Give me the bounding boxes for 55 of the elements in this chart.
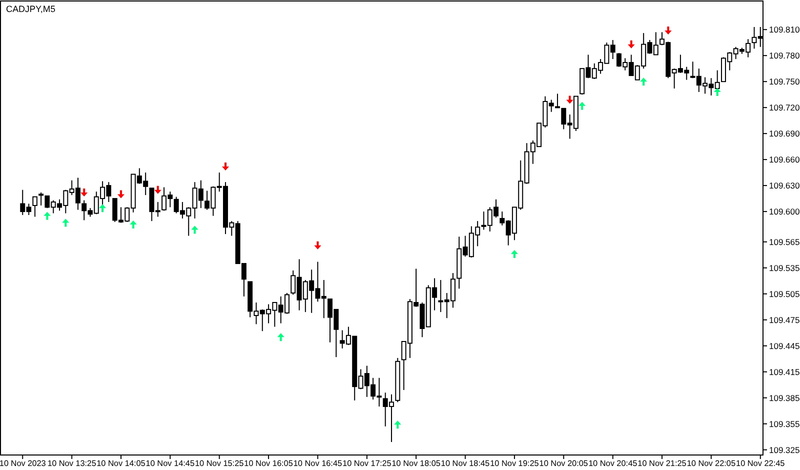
y-tick-label: 109.660 [769, 154, 800, 165]
point [80, 188, 88, 196]
point [99, 204, 106, 212]
point [130, 220, 137, 229]
candlestick [38, 192, 44, 206]
candlestick [32, 196, 38, 218]
y-tick-label: 109.810 [769, 24, 800, 35]
x-tick-label: 10 Nov 17:25 [342, 459, 392, 468]
y-tick-label: 109.780 [769, 50, 800, 61]
x-tick-label: 10 Nov 20:45 [588, 459, 638, 468]
y-tick-label: 109.565 [769, 236, 800, 247]
x-tick-label: 10 Nov 14:45 [146, 459, 195, 468]
point [277, 333, 284, 342]
x-tick-label: 10 Nov 16:45 [293, 459, 343, 468]
x-tick-label: 10 Nov 18:05 [392, 459, 441, 468]
y-tick-label: 109.750 [769, 76, 800, 87]
x-tick-label: 10 Nov 21:25 [638, 459, 687, 468]
x-tick-label: 10 Nov 22:05 [686, 459, 736, 468]
y-tick-label: 109.690 [769, 128, 800, 139]
y-tick-label: 109.475 [769, 314, 800, 325]
y-tick-label: 109.415 [769, 366, 800, 377]
y-tick-label: 109.600 [769, 206, 800, 217]
x-tick-label: 10 Nov 16:05 [244, 459, 294, 468]
x-tick-label: 10 Nov 22:45 [736, 459, 786, 468]
point [394, 420, 402, 429]
y-tick-label: 109.535 [769, 262, 800, 273]
y-tick-label: 109.445 [769, 340, 800, 351]
y-tick-label: 109.325 [769, 444, 800, 455]
point [117, 190, 124, 198]
x-tick-label: 10 Nov 20:05 [539, 459, 588, 468]
point [628, 40, 635, 48]
x-tick-label: 10 Nov 2023 [0, 459, 46, 468]
point [640, 78, 648, 86]
y-tick-label: 109.355 [769, 418, 800, 429]
point [314, 241, 322, 250]
x-tick-label: 10 Nov 18:45 [440, 459, 490, 468]
x-tick-label: 10 Nov 14:05 [96, 459, 146, 468]
point [664, 26, 672, 34]
y-tick-label: 109.630 [769, 180, 800, 191]
y-tick-label: 109.720 [769, 102, 800, 113]
point [714, 88, 721, 96]
point [154, 186, 162, 194]
x-tick-label: 10 Nov 13:25 [47, 459, 97, 468]
point [44, 212, 51, 220]
point [222, 162, 229, 170]
chart-title: CADJPY,M5 [6, 4, 56, 14]
y-tick-label: 109.385 [769, 392, 800, 403]
point [191, 226, 198, 234]
point [578, 102, 586, 110]
point [62, 218, 70, 227]
point [510, 250, 518, 258]
y-tick-label: 109.505 [769, 288, 800, 299]
x-tick-label: 10 Nov 19:25 [490, 459, 540, 468]
x-tick-label: 10 Nov 15:25 [194, 459, 244, 468]
point [566, 96, 574, 104]
